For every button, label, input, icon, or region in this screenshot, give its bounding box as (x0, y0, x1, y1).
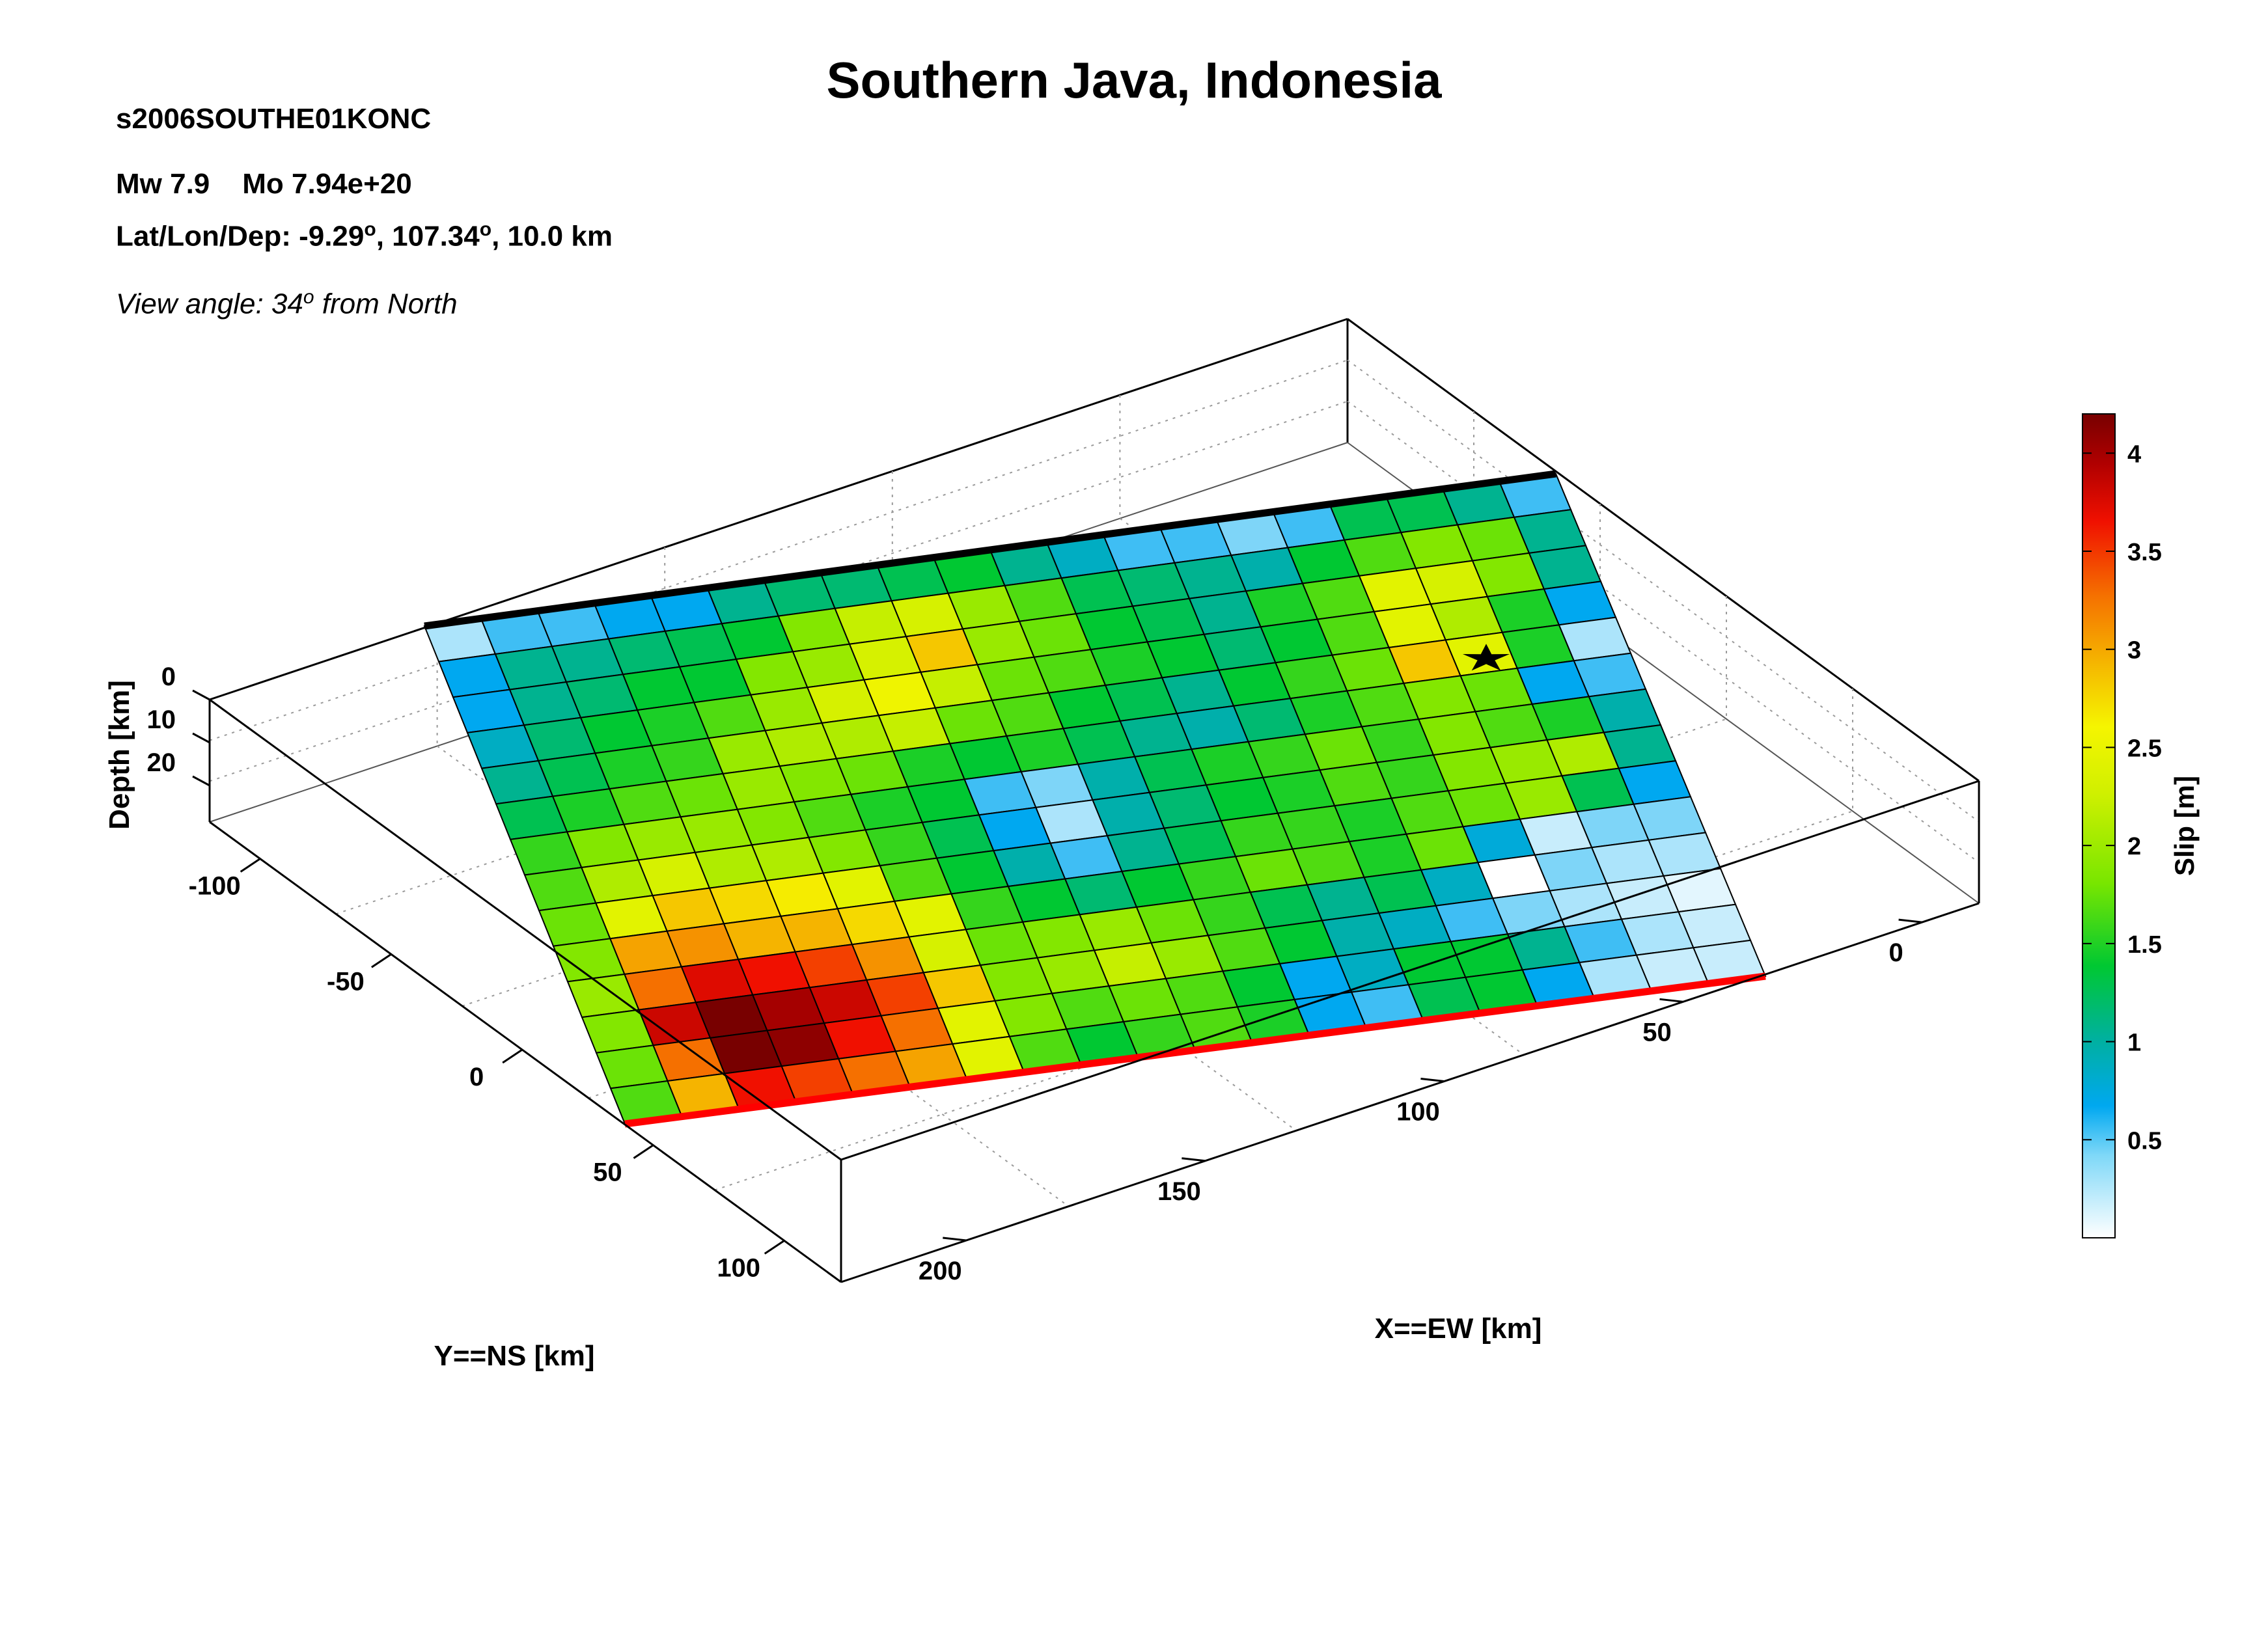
box-edge-front-right (840, 902, 1980, 1283)
colorbar-tick-label: 1 (2127, 1030, 2141, 1057)
x-tick-mark (1659, 998, 1683, 1003)
y-tick-label: 100 (717, 1253, 760, 1282)
x-tick-mark (1898, 918, 1922, 923)
colorbar-tick-label: 3 (2127, 637, 2141, 664)
location-depth: , 10.0 km (491, 220, 613, 253)
y-axis-label: Y==NS [km] (434, 1340, 595, 1372)
colorbar-tick-label: 3.5 (2127, 539, 2162, 566)
view-angle: View angle: 34o from North (116, 286, 458, 321)
degree-mark: o (479, 219, 492, 240)
axis-ticks: -100 -50 0 50 100 0 50 100 150 200 0 10 20 (147, 663, 1922, 1285)
view-angle-value: View angle: 34 (116, 288, 303, 320)
z-tick-label: 0 (161, 663, 176, 691)
mo-value: Mo 7.94e+20 (242, 168, 412, 200)
y-tick-mark (240, 858, 261, 873)
colorbar-gradient (2082, 413, 2116, 1238)
z-tick-mark (192, 732, 210, 744)
box-edge-back-left (209, 318, 1348, 701)
colorbar-ticks: 0.5 1 1.5 2 2.5 3 3.5 4 (2082, 441, 2162, 1155)
y-tick-label: 0 (469, 1063, 484, 1091)
colorbar-tick-label: 2.5 (2127, 735, 2162, 762)
y-tick-mark (502, 1048, 523, 1064)
y-tick-label: -100 (189, 872, 241, 901)
box-edge-back-right (1347, 318, 1980, 782)
colorbar-tick-label: 4 (2127, 441, 2141, 468)
x-tick-label: 150 (1157, 1177, 1201, 1206)
magnitude-line: Mw 7.9 Mo 7.94e+20 (116, 168, 412, 200)
y-tick-mark (371, 953, 392, 968)
z-tick-mark (192, 689, 210, 701)
slip-cells (423, 472, 1767, 1125)
x-tick-mark (943, 1237, 967, 1242)
x-tick-label: 50 (1642, 1018, 1672, 1046)
view-angle-suffix: from North (314, 288, 458, 320)
event-id: s2006SOUTHE01KONC (116, 103, 432, 135)
location-line: Lat/Lon/Dep: -9.29o, 107.34o, 10.0 km (116, 219, 613, 253)
x-tick-label: 0 (1888, 938, 1903, 967)
colorbar-label: Slip [m] (2169, 776, 2200, 876)
grid-line-depth (1347, 359, 1980, 823)
mw-value: Mw 7.9 (116, 168, 210, 200)
colorbar-tick-label: 1.5 (2127, 931, 2162, 959)
location-lat: Lat/Lon/Dep: -9.29 (116, 220, 365, 253)
box-edge-top-right (840, 780, 1980, 1161)
degree-mark: o (364, 219, 376, 240)
y-tick-label: -50 (327, 967, 365, 996)
chart-title: Southern Java, Indonesia (826, 51, 1442, 109)
z-tick-label: 10 (147, 705, 176, 734)
y-tick-mark (764, 1240, 785, 1255)
x-tick-label: 200 (919, 1257, 962, 1285)
grid-line-depth (1347, 400, 1980, 864)
x-axis-label: X==EW [km] (1375, 1313, 1542, 1345)
z-tick-mark (192, 775, 210, 787)
fault-edges (424, 470, 1766, 1128)
colorbar-tick-label: 2 (2127, 833, 2141, 860)
fault-top-edge (424, 470, 1556, 630)
box-edge-top-left (209, 698, 842, 1161)
colorbar: 0.5 1 1.5 2 2.5 3 3.5 4 Slip [m] (2082, 413, 2200, 1238)
y-tick-mark (633, 1144, 654, 1159)
degree-mark: o (303, 286, 314, 308)
z-axis-label: Depth [km] (104, 680, 135, 830)
fault-bottom-edge (624, 972, 1766, 1128)
axes-box-front (208, 698, 1980, 1283)
box-edge-front-left (209, 821, 842, 1283)
x-tick-mark (1420, 1078, 1445, 1083)
colorbar-tick-label: 0.5 (2127, 1127, 2162, 1155)
z-tick-label: 20 (147, 748, 176, 777)
x-tick-label: 100 (1396, 1098, 1440, 1127)
x-tick-mark (1182, 1157, 1206, 1162)
location-lon: , 107.34 (376, 220, 480, 253)
y-tick-label: 50 (593, 1158, 622, 1187)
hypocenter-star-marker (1462, 644, 1510, 671)
